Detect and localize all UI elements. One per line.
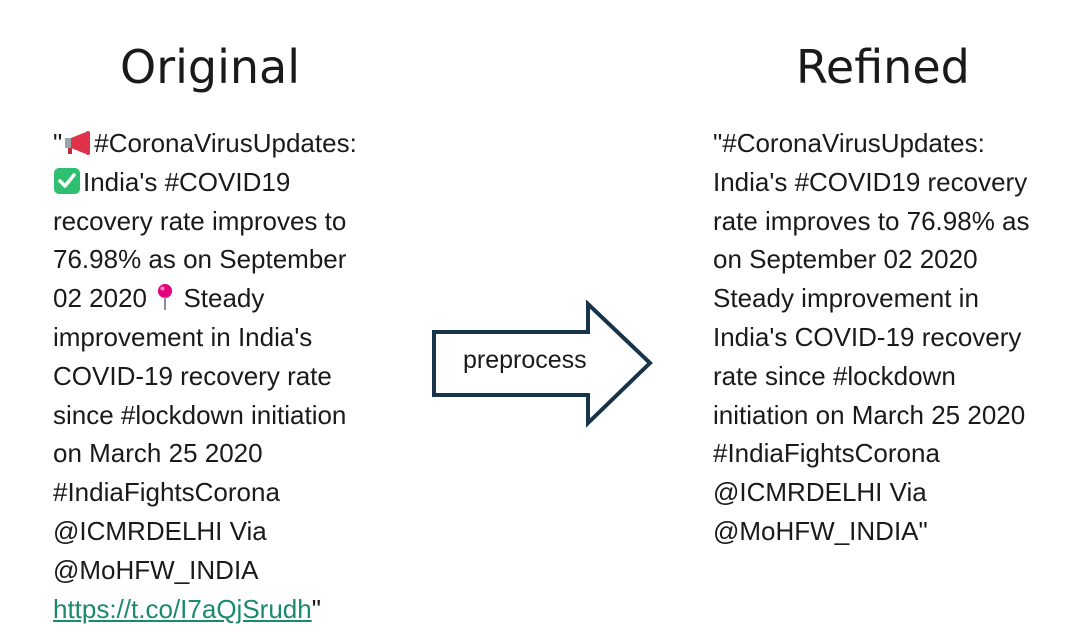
refined-line: #IndiaFightsCorona	[713, 438, 940, 469]
original-line-text: "	[53, 128, 63, 158]
original-line-text: 02 2020	[53, 283, 155, 314]
preprocess-arrow	[432, 300, 653, 428]
refined-line: rate improves to 76.98% as	[713, 205, 1030, 236]
refined-line: initiation on March 25 2020	[713, 399, 1026, 430]
closing-quote: "	[311, 593, 321, 624]
original-tweet-text: " #CoronaVirusUpdates: India's #COVID19 r…	[53, 124, 398, 628]
refined-heading: Refined	[796, 40, 970, 94]
original-line-text: Steady	[176, 283, 265, 314]
original-line: #IndiaFightsCorona	[53, 477, 280, 508]
megaphone-icon	[65, 131, 91, 155]
refined-line: Steady improvement in	[713, 283, 979, 314]
tweet-link[interactable]: https://t.co/I7aQjSrudh	[53, 593, 312, 624]
original-line: improvement in India's	[53, 321, 313, 352]
refined-line: on September 02 2020	[713, 244, 978, 275]
original-line: @ICMRDELHI Via	[53, 515, 267, 546]
refined-line: @ICMRDELHI Via	[713, 477, 927, 508]
pushpin-icon	[158, 284, 173, 311]
original-line: @MoHFW_INDIA	[53, 554, 259, 585]
original-line: 76.98% as on September	[53, 244, 347, 275]
original-line: " #CoronaVirusUpdates:	[53, 124, 398, 163]
original-line: 02 2020 Steady	[53, 279, 398, 318]
original-heading: Original	[120, 40, 301, 94]
original-line: since #lockdown initiation	[53, 399, 347, 430]
refined-line: @MoHFW_INDIA"	[713, 515, 928, 546]
refined-line: "#CoronaVirusUpdates:	[713, 128, 985, 158]
original-line-text: India's #COVID19	[83, 166, 291, 197]
original-line: India's #COVID19	[53, 163, 398, 202]
check-mark-icon	[54, 167, 80, 194]
refined-line: India's #COVID19 recovery	[713, 166, 1028, 197]
original-line: COVID-19 recovery rate	[53, 360, 332, 391]
original-line: recovery rate improves to	[53, 205, 347, 236]
original-line-text: #CoronaVirusUpdates:	[94, 128, 357, 158]
refined-line: India's COVID-19 recovery	[713, 321, 1022, 352]
refined-line: rate since #lockdown	[713, 360, 956, 391]
arrow-label: preprocess	[463, 346, 587, 374]
original-line: on March 25 2020	[53, 438, 263, 469]
refined-tweet-text: "#CoronaVirusUpdates: India's #COVID19 r…	[713, 124, 1078, 551]
original-line: https://t.co/I7aQjSrudh"	[53, 590, 398, 629]
